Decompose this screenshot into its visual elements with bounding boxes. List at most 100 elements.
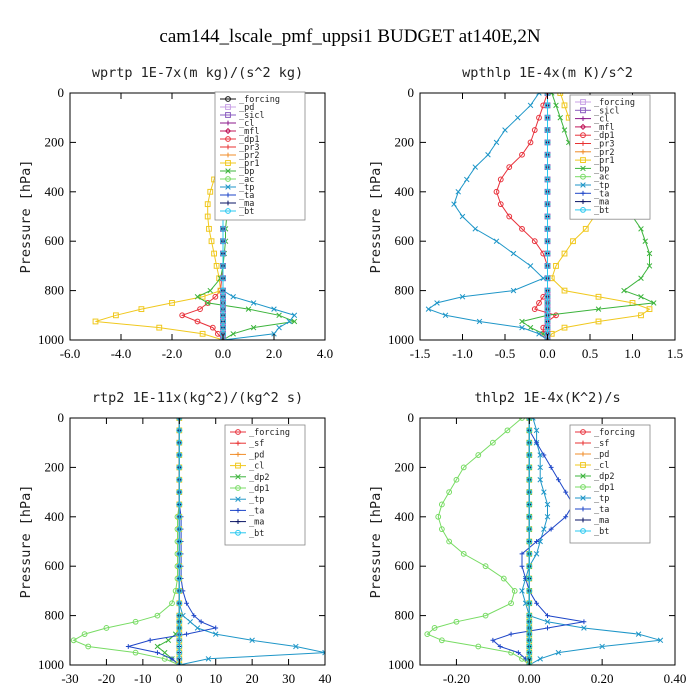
legend-label: _tp	[594, 181, 609, 191]
data-point	[176, 538, 183, 545]
data-point	[92, 318, 99, 325]
chart-panel-4: thlp2 1E-4x(K^2)/s Pressure [hPa] -0.20 0.0…	[368, 390, 686, 686]
data-point	[527, 102, 534, 109]
data-point	[526, 588, 533, 594]
y-tick-label: 600	[45, 233, 65, 248]
data-point	[211, 250, 217, 257]
legend-marker	[580, 157, 586, 163]
data-point	[536, 93, 542, 96]
data-point	[526, 563, 533, 570]
data-point	[545, 613, 550, 618]
legend-label: _bp	[239, 167, 254, 177]
data-point	[220, 250, 226, 257]
legend-marker	[225, 168, 231, 174]
data-point	[595, 306, 602, 312]
legend-marker	[235, 474, 241, 480]
data-point	[544, 324, 551, 331]
y-tick-label: 1000	[38, 332, 64, 347]
series-line-tp	[427, 93, 548, 340]
legend: _forcing_sf_pd_cl_dp2_dp1_tp_ta_ma_bt	[569, 424, 651, 544]
data-point	[291, 318, 298, 325]
x-tick-label: 0.40	[664, 671, 687, 686]
legend-marker	[580, 141, 586, 146]
data-point	[212, 293, 219, 300]
x-tick-label: 0.00	[518, 671, 541, 686]
x-tick-label: 0	[176, 671, 183, 686]
data-point	[497, 644, 503, 649]
data-point	[506, 164, 513, 171]
data-point	[204, 300, 211, 306]
legend-label: _dp1	[249, 484, 269, 494]
data-point	[638, 226, 644, 232]
data-point	[213, 625, 219, 631]
x-tick-label: -0.20	[443, 671, 470, 686]
data-point	[544, 114, 551, 121]
data-point	[176, 618, 183, 625]
data-point	[544, 176, 551, 183]
data-point	[526, 464, 533, 471]
y-tick-label: 0	[408, 410, 415, 425]
data-point	[638, 294, 644, 300]
data-point	[544, 250, 551, 257]
data-point	[544, 201, 551, 208]
x-tick-label: 1.5	[667, 346, 683, 361]
data-point	[638, 312, 644, 319]
data-point	[176, 588, 183, 594]
data-point	[500, 575, 507, 582]
data-point	[570, 238, 576, 245]
data-point	[508, 600, 514, 607]
legend: _forcing_sicl_cl_mfl_dp1_pr3_pr2_pr1_bp_…	[569, 94, 651, 220]
data-point	[526, 575, 533, 582]
data-point	[446, 538, 453, 545]
data-point	[544, 336, 551, 340]
y-axis-label: Pressure [hPa]	[368, 160, 384, 274]
data-point	[220, 287, 226, 294]
data-point	[132, 618, 139, 625]
legend-marker	[225, 200, 231, 206]
data-point	[271, 306, 277, 312]
legend-marker	[225, 96, 231, 102]
data-point	[657, 637, 664, 644]
data-point	[293, 643, 299, 650]
legend-label: _ta	[239, 191, 254, 201]
legend-label: _ma	[594, 198, 609, 208]
data-point	[544, 151, 551, 158]
data-point	[271, 331, 277, 337]
data-point	[176, 501, 183, 508]
data-point	[526, 550, 533, 557]
data-point	[85, 643, 92, 650]
data-point	[442, 312, 449, 319]
data-point	[438, 526, 445, 533]
x-tick-label: 0.20	[591, 671, 614, 686]
legend-marker	[580, 462, 586, 468]
data-point	[526, 501, 533, 508]
y-tick-label: 800	[395, 608, 415, 623]
data-point	[220, 238, 226, 245]
x-tick-label: -6.0	[60, 346, 81, 361]
plot-area	[424, 418, 664, 665]
data-point	[460, 550, 467, 557]
data-point	[220, 300, 226, 306]
data-point	[526, 649, 533, 656]
x-tick-label: 10	[209, 671, 222, 686]
legend-marker	[580, 107, 586, 114]
legend-marker	[580, 207, 586, 213]
data-point	[544, 213, 551, 220]
data-point	[207, 287, 214, 294]
data-point	[250, 324, 257, 331]
data-point	[519, 151, 525, 158]
data-point	[553, 263, 559, 269]
data-point	[230, 331, 236, 337]
y-tick-label: 800	[395, 283, 415, 298]
data-point	[563, 514, 569, 520]
legend-marker	[580, 165, 586, 172]
data-point	[544, 238, 551, 245]
data-point	[553, 312, 559, 319]
data-point	[502, 127, 508, 133]
data-point	[514, 114, 521, 121]
legend-label: _dp2	[594, 472, 614, 482]
data-point	[526, 452, 533, 458]
data-point	[176, 526, 183, 533]
data-point	[510, 250, 517, 257]
data-point	[526, 618, 533, 625]
